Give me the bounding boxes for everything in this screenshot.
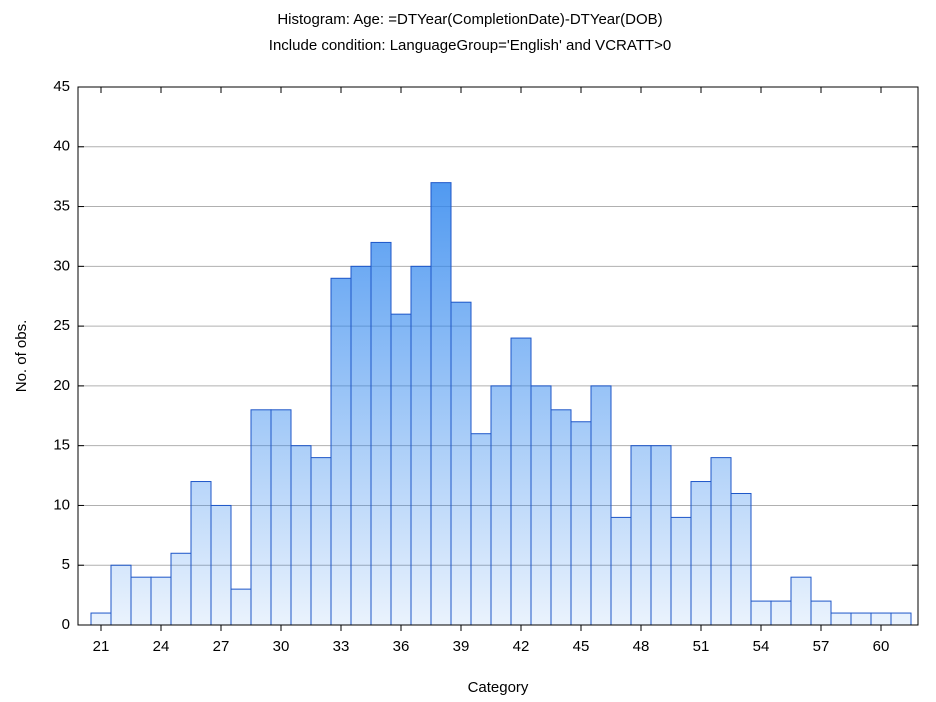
bar: [370, 241, 392, 626]
bar: [270, 409, 292, 626]
bar: [590, 385, 612, 626]
bar: [690, 481, 712, 626]
bar: [130, 576, 152, 626]
y-tick-label: 35: [53, 198, 70, 215]
x-axis-label: Category: [468, 679, 529, 696]
y-tick-label: 40: [53, 138, 70, 155]
bar: [650, 445, 672, 626]
bar: [330, 277, 352, 626]
x-tick-label: 45: [573, 638, 590, 655]
bar: [530, 385, 552, 626]
bar: [850, 612, 872, 626]
bar: [210, 504, 232, 626]
bar: [190, 481, 212, 626]
y-tick-label: 0: [62, 616, 70, 633]
y-tick-label: 45: [53, 78, 70, 95]
x-tick-label: 42: [513, 638, 530, 655]
bar: [230, 588, 252, 626]
x-tick-label: 48: [633, 638, 650, 655]
y-tick-label: 30: [53, 257, 70, 274]
x-tick-label: 27: [213, 638, 230, 655]
bar: [390, 313, 412, 626]
bar: [310, 457, 332, 626]
bar: [350, 265, 372, 626]
bar: [430, 182, 452, 626]
plot-frame: [77, 86, 919, 626]
bar: [510, 337, 532, 626]
x-tick-label: 36: [393, 638, 410, 655]
bar: [830, 612, 852, 626]
bar: [490, 385, 512, 626]
bar: [470, 433, 492, 626]
bar: [670, 516, 692, 626]
x-tick-label: 21: [93, 638, 110, 655]
x-tick-label: 54: [753, 638, 770, 655]
y-tick-label: 15: [53, 437, 70, 454]
chart-subtitle: Include condition: LanguageGroup='Englis…: [269, 37, 671, 54]
y-axis-label: No. of obs.: [13, 320, 30, 393]
bar: [570, 421, 592, 626]
bar: [810, 600, 832, 626]
bar: [150, 576, 172, 626]
bar: [750, 600, 772, 626]
x-tick-label: 60: [873, 638, 890, 655]
x-tick-label: 57: [813, 638, 830, 655]
y-tick-label: 25: [53, 317, 70, 334]
chart-title: Histogram: Age: =DTYear(CompletionDate)-…: [277, 11, 662, 28]
bar: [790, 576, 812, 626]
bar: [890, 612, 912, 626]
bar: [110, 564, 132, 626]
bar: [250, 409, 272, 626]
x-tick-label: 24: [153, 638, 170, 655]
bar: [550, 409, 572, 626]
y-tick-label: 20: [53, 377, 70, 394]
bar: [630, 445, 652, 626]
bar: [90, 612, 112, 626]
y-tick-label: 10: [53, 496, 70, 513]
bar: [290, 445, 312, 626]
bar: [610, 516, 632, 626]
x-tick-label: 51: [693, 638, 710, 655]
x-tick-label: 30: [273, 638, 290, 655]
y-tick-label: 5: [62, 556, 70, 573]
bar: [450, 301, 472, 626]
bar: [870, 612, 892, 626]
x-tick-label: 33: [333, 638, 350, 655]
bar: [410, 265, 432, 626]
x-tick-label: 39: [453, 638, 470, 655]
bar: [730, 492, 752, 626]
bar: [770, 600, 792, 626]
bar: [170, 552, 192, 626]
bar: [710, 457, 732, 626]
